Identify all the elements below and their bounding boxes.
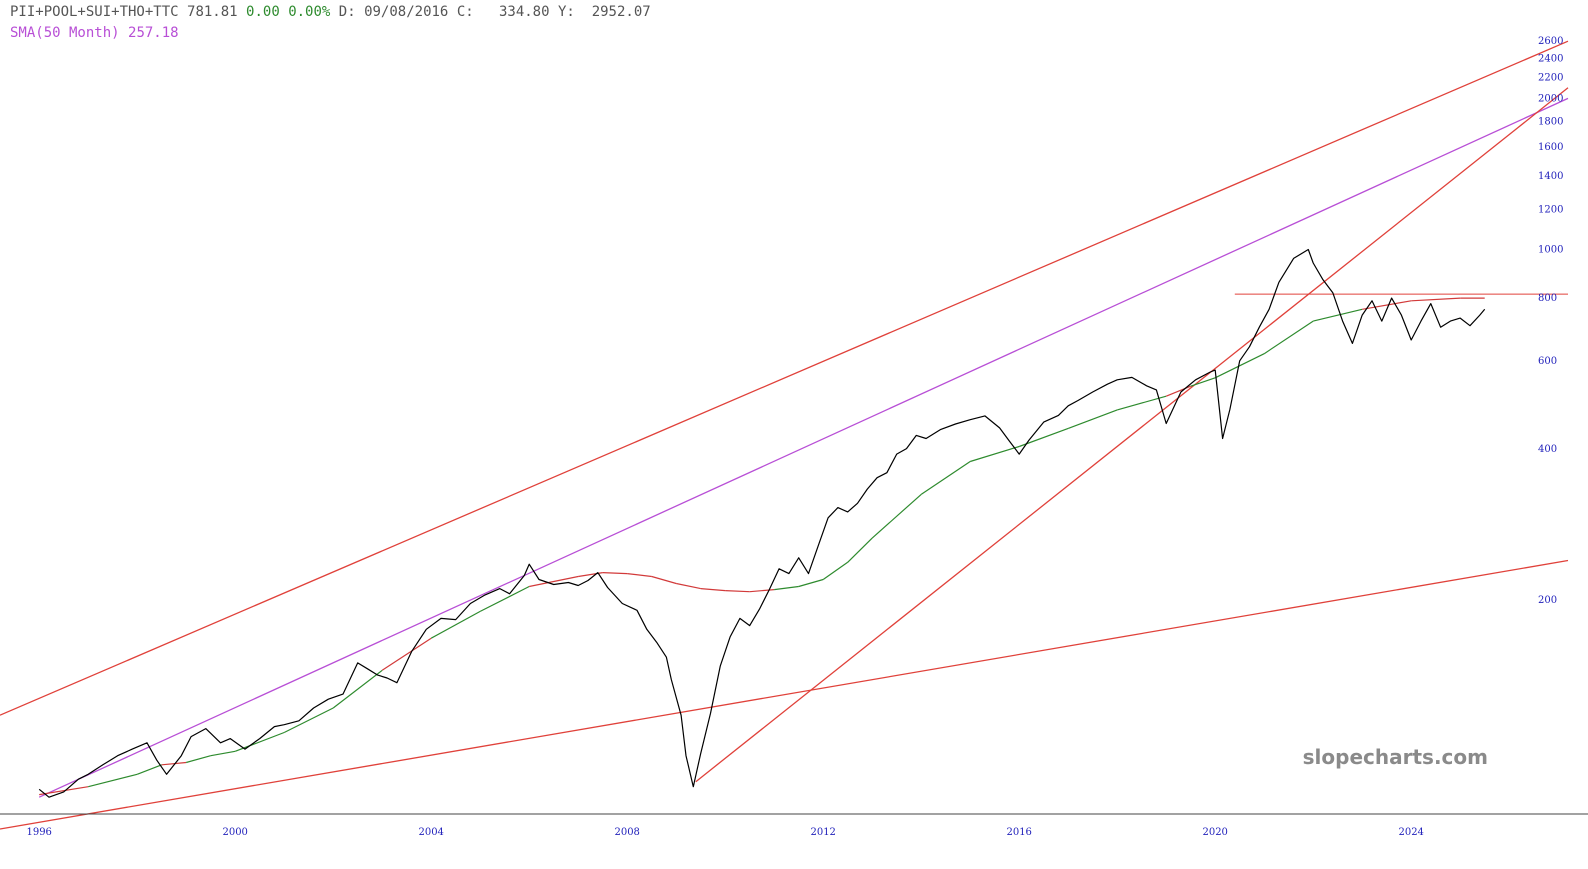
x-tick-label: 2000	[222, 827, 247, 838]
sma-segment	[283, 707, 334, 734]
watermark: slopecharts.com	[1303, 745, 1488, 769]
sma-segment	[1362, 300, 1412, 310]
x-tick-label: 2016	[1006, 827, 1031, 838]
trendline-support-steep	[695, 87, 1569, 783]
price-line	[38, 248, 1486, 798]
trendline-channel-mid	[38, 97, 1569, 798]
sma-segment	[1117, 395, 1167, 411]
x-tick-label: 2020	[1202, 827, 1227, 838]
y-value: 2952.07	[591, 4, 651, 20]
x-tick-label: 1996	[26, 827, 51, 838]
y-tick-label: 1400	[1538, 171, 1563, 182]
sma-segment	[822, 561, 849, 580]
sma-segment	[88, 773, 138, 788]
trendlines	[0, 40, 1569, 830]
sma-segment	[1411, 297, 1461, 302]
sma-segment	[186, 755, 211, 764]
symbol-label: PII+POOL+SUI+THO+TTC	[10, 4, 179, 20]
quote-header: PII+POOL+SUI+THO+TTC 781.81 0.00 0.00% D…	[10, 4, 651, 20]
x-tick-label: 2004	[418, 827, 443, 838]
sma-segment	[847, 537, 873, 563]
price-change-percent: 0.00%	[288, 4, 331, 20]
x-tick-label: 2024	[1398, 827, 1423, 838]
sma-series	[39, 297, 1485, 796]
sma-segment	[651, 575, 677, 585]
sma-segment	[725, 590, 750, 593]
y-label: Y:	[557, 4, 575, 20]
sma-segment	[479, 585, 530, 612]
sma-segment	[970, 445, 1020, 463]
close-value: 334.80	[498, 4, 550, 20]
x-tick-label: 2012	[810, 827, 835, 838]
sma-segment	[210, 750, 236, 757]
sma-segment	[602, 572, 628, 575]
trendline-channel-top	[0, 40, 1569, 716]
date-label: D:	[338, 4, 356, 20]
sma-segment	[749, 589, 775, 593]
y-tick-label: 1800	[1538, 116, 1563, 127]
sma-segment	[700, 588, 726, 592]
sma-segment	[871, 493, 922, 539]
sma-segment	[529, 575, 579, 588]
sma-legend: SMA(50 Month) 257.18	[10, 25, 179, 41]
y-tick-label: 1000	[1538, 245, 1563, 256]
sma-value: 257.18	[128, 25, 179, 41]
sma-segment	[161, 761, 187, 766]
sma-segment	[627, 573, 652, 578]
sma-segment	[332, 669, 383, 709]
sma-segment	[39, 786, 89, 796]
y-tick-label: 600	[1538, 356, 1557, 367]
close-label: C:	[456, 4, 474, 20]
sma-label: SMA(50 Month)	[10, 25, 120, 41]
y-tick-label: 800	[1538, 293, 1557, 304]
y-tick-label: 2000	[1538, 93, 1563, 104]
sma-segment	[798, 578, 824, 588]
x-axis-labels: 1996 2000 2004 2008 2012 2016 2020 2024	[26, 827, 1423, 838]
sma-segment	[1263, 320, 1314, 355]
sma-segment	[136, 764, 162, 775]
y-tick-label: 2600	[1538, 36, 1563, 47]
y-tick-label: 1200	[1538, 205, 1563, 216]
sma-segment	[1018, 427, 1069, 448]
price-change: 0.00	[246, 4, 280, 20]
sma-segment	[381, 637, 432, 671]
sma-segment	[1067, 409, 1118, 429]
y-tick-label: 2200	[1538, 73, 1563, 84]
last-price: 781.81	[187, 4, 238, 20]
y-tick-label: 400	[1538, 444, 1557, 455]
price-series	[38, 248, 1486, 798]
sma-segment	[920, 461, 971, 495]
sma-segment	[676, 582, 701, 590]
sma-segment	[430, 610, 481, 639]
y-tick-label: 200	[1538, 595, 1557, 606]
sma-segment	[1190, 377, 1216, 387]
trendline-support	[0, 559, 1569, 830]
date-value: 09/08/2016	[364, 4, 449, 20]
y-tick-label: 2400	[1538, 54, 1563, 65]
sma-segment	[234, 731, 285, 752]
sma-segment	[1214, 353, 1265, 379]
x-tick-label: 2008	[614, 827, 639, 838]
sma-segment	[1313, 308, 1363, 322]
y-axis-labels: 2600 2400 2200 2000 1800 1600 1400 1200 1000 800 6…	[1538, 36, 1563, 606]
y-tick-label: 1600	[1538, 142, 1563, 153]
sma-segment	[774, 585, 799, 591]
